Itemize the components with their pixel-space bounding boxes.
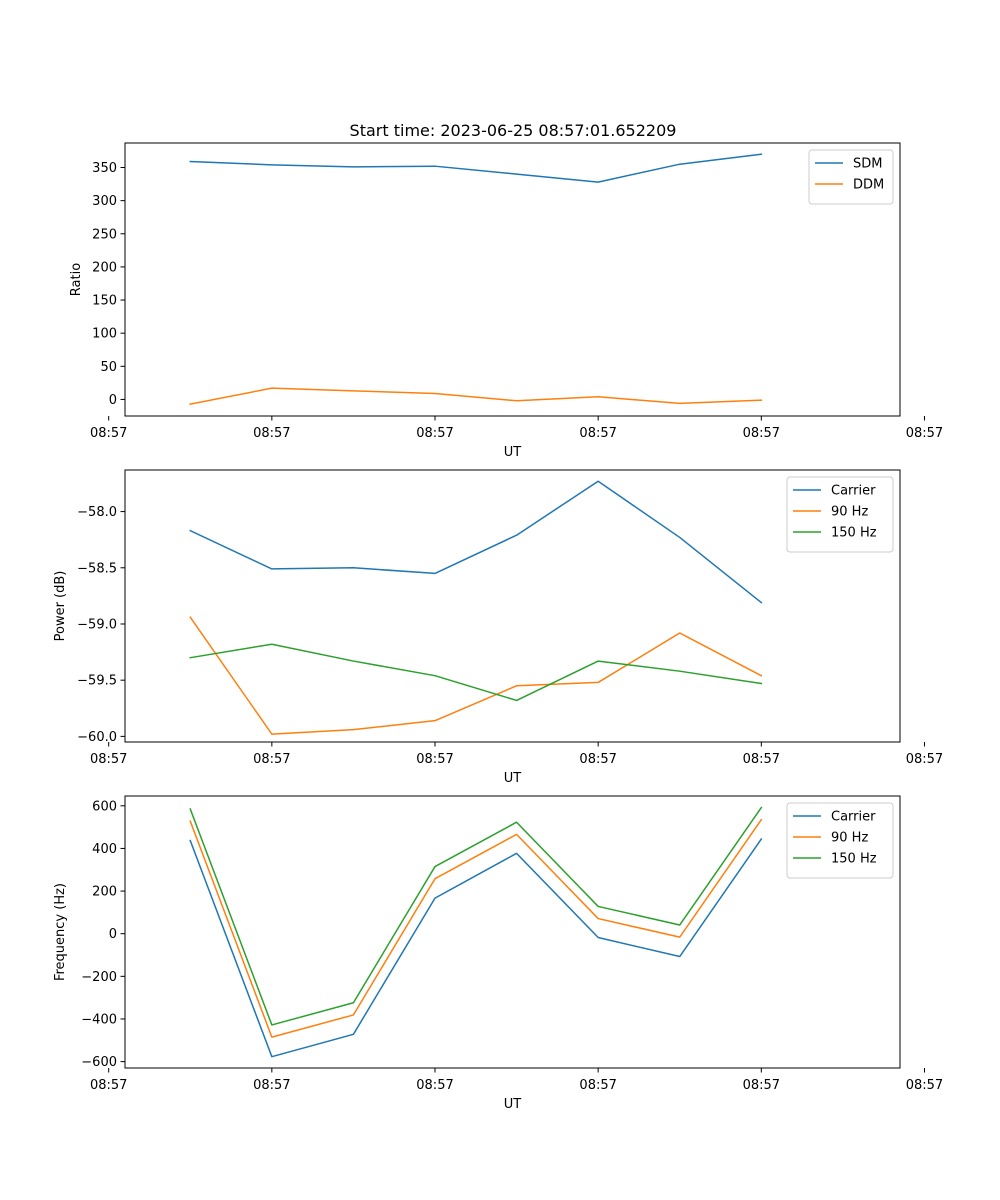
y-tick-label: −59.5 xyxy=(77,674,117,689)
y-tick-label: 50 xyxy=(100,360,117,375)
y-tick-label: −58.0 xyxy=(77,505,117,520)
legend-label: Carrier xyxy=(831,810,876,825)
x-tick-label: 08:57 xyxy=(416,426,453,441)
chart-title: Start time: 2023-06-25 08:57:01.652209 xyxy=(350,121,677,140)
legend-label: Carrier xyxy=(831,484,876,499)
x-axis-label: UT xyxy=(504,1097,522,1112)
legend-label: 90 Hz xyxy=(831,505,868,520)
series-line-90-hz xyxy=(189,616,763,735)
y-axis-label: Ratio xyxy=(69,263,84,296)
y-axis-label: Power (dB) xyxy=(53,571,68,642)
y-tick-label: 100 xyxy=(92,327,117,342)
x-tick-label: 08:57 xyxy=(743,1078,780,1093)
y-tick-label: 250 xyxy=(92,227,117,242)
plot-frame xyxy=(124,795,901,1069)
legend-label: DDM xyxy=(853,178,884,193)
x-tick-label: 08:57 xyxy=(579,1078,616,1093)
series-line-sdm xyxy=(189,153,763,183)
legend-label: 150 Hz xyxy=(831,852,877,867)
x-tick-label: 08:57 xyxy=(579,752,616,767)
legend-label: 150 Hz xyxy=(831,526,877,541)
x-tick-label: 08:57 xyxy=(90,426,127,441)
y-tick-label: 300 xyxy=(92,194,117,209)
y-tick-label: 400 xyxy=(92,842,117,857)
y-tick-label: 350 xyxy=(92,161,117,176)
legend-box xyxy=(786,476,894,553)
legend: Carrier 90 Hz 150 Hz xyxy=(786,802,894,879)
x-tick-label: 08:57 xyxy=(253,1078,290,1093)
legend-label: SDM xyxy=(853,157,882,172)
plot-frame xyxy=(124,469,901,743)
series-line-carrier xyxy=(189,480,763,604)
x-tick-label: 08:57 xyxy=(906,426,943,441)
series-line-150-hz xyxy=(189,806,763,1026)
y-tick-label: −200 xyxy=(81,970,117,985)
subplot-2: 08:57 08:57 08:57 08:57 08:57 08:57 −60.0 −59.5… xyxy=(53,469,943,786)
subplot-3: 08:57 08:57 08:57 08:57 08:57 08:57 −600 −400 −2… xyxy=(53,795,943,1112)
y-tick-label: 0 xyxy=(109,927,117,942)
y-tick-label: −58.5 xyxy=(77,561,117,576)
legend: SDM DDM xyxy=(808,149,894,205)
legend-label: 90 Hz xyxy=(831,831,868,846)
y-tick-label: 0 xyxy=(109,393,117,408)
x-tick-label: 08:57 xyxy=(253,752,290,767)
subplot-1: 08:57 08:57 08:57 08:57 08:57 08:57 0 50 100 150 2… xyxy=(69,142,943,460)
x-tick-label: 08:57 xyxy=(579,426,616,441)
plot-frame xyxy=(124,142,901,417)
x-axis-label: UT xyxy=(504,445,522,460)
x-tick-label: 08:57 xyxy=(743,426,780,441)
series-line-carrier xyxy=(189,838,763,1058)
x-tick-label: 08:57 xyxy=(416,752,453,767)
y-tick-label: −60.0 xyxy=(77,730,117,745)
x-tick-label: 08:57 xyxy=(743,752,780,767)
x-tick-label: 08:57 xyxy=(906,752,943,767)
y-tick-label: 200 xyxy=(92,260,117,275)
x-tick-label: 08:57 xyxy=(90,752,127,767)
subplots: 08:57 08:57 08:57 08:57 08:57 08:57 0 50 100 150 2… xyxy=(53,142,943,1112)
y-tick-label: −600 xyxy=(81,1055,117,1070)
series-line-90-hz xyxy=(189,818,763,1038)
x-axis-label: UT xyxy=(504,771,522,786)
y-tick-label: −400 xyxy=(81,1012,117,1027)
y-axis-label: Frequency (Hz) xyxy=(53,883,68,981)
series-line-150-hz xyxy=(189,643,763,702)
x-tick-label: 08:57 xyxy=(90,1078,127,1093)
y-tick-label: 150 xyxy=(92,294,117,309)
x-tick-label: 08:57 xyxy=(906,1078,943,1093)
series-line-ddm xyxy=(189,387,763,405)
y-tick-label: 600 xyxy=(92,799,117,814)
legend: Carrier 90 Hz 150 Hz xyxy=(786,476,894,553)
legend-box xyxy=(786,802,894,879)
y-tick-label: −59.0 xyxy=(77,617,117,632)
x-tick-label: 08:57 xyxy=(253,426,290,441)
y-tick-label: 200 xyxy=(92,885,117,900)
x-tick-label: 08:57 xyxy=(416,1078,453,1093)
